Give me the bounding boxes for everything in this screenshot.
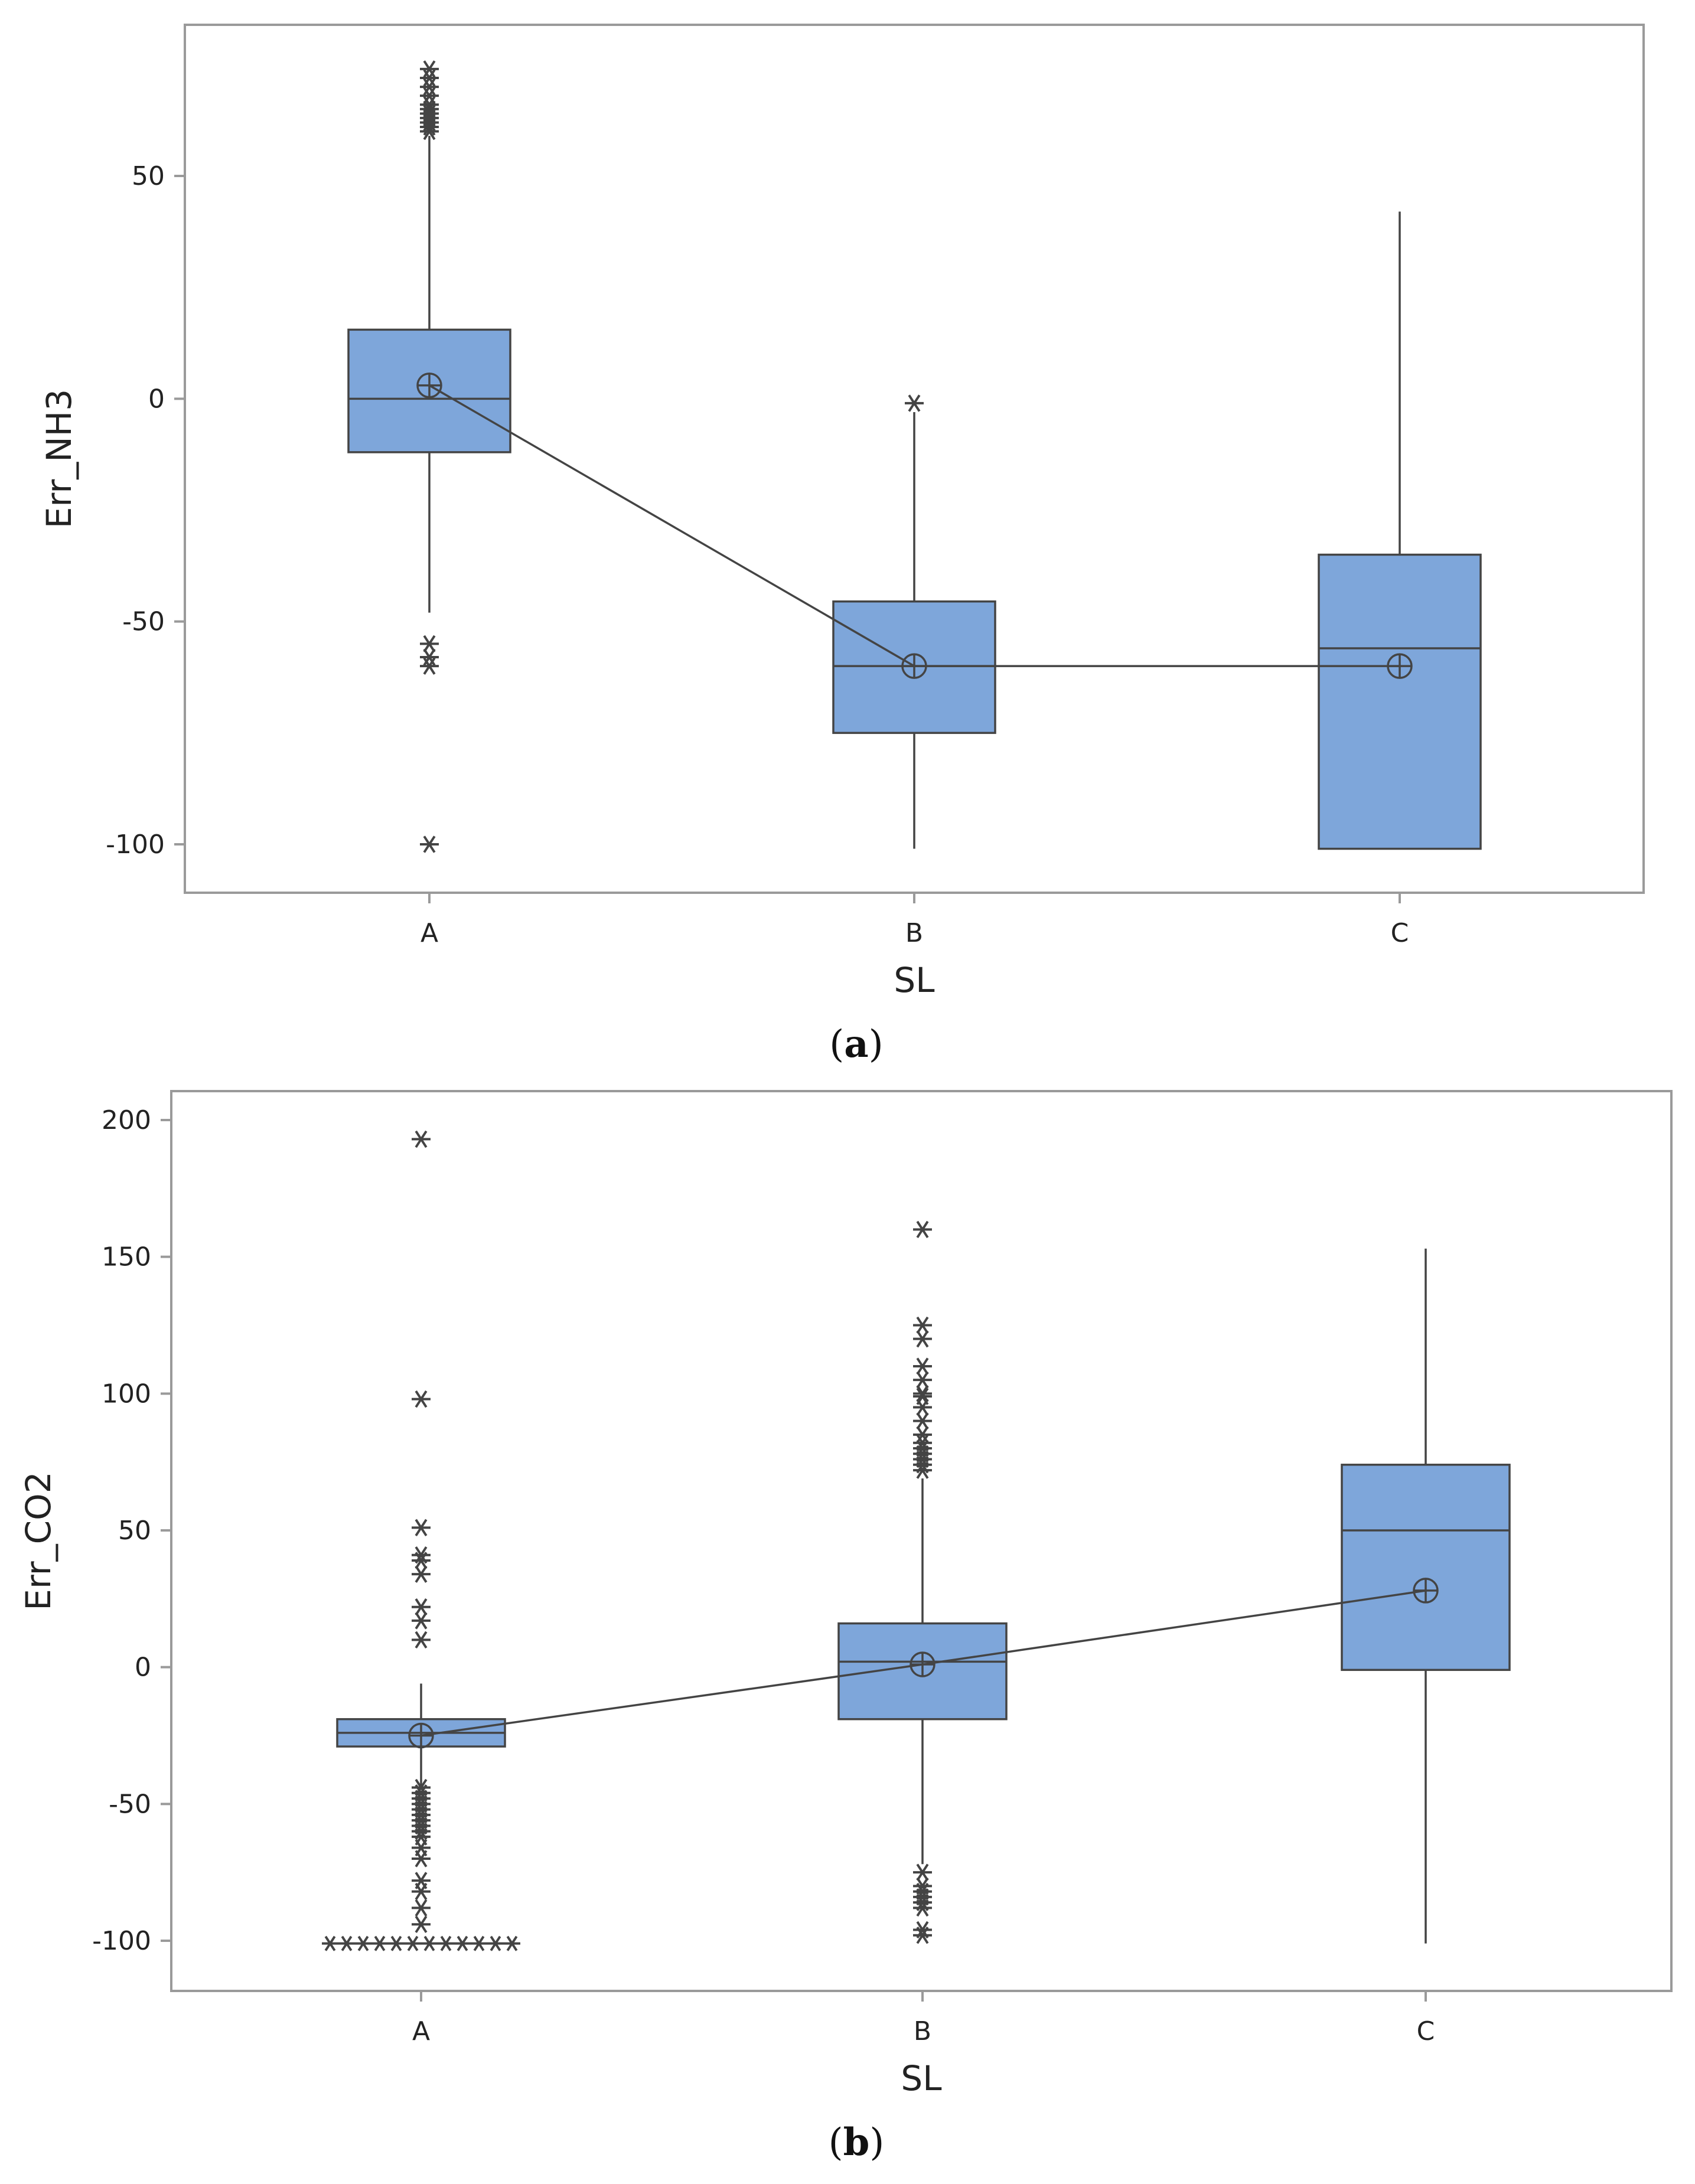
y-tick-label: 0 [148,384,165,414]
iqr-box [1318,553,1482,850]
outlier-point [420,657,439,675]
outlier-point [420,122,439,141]
outlier-point [913,1461,932,1479]
outlier-point [487,1935,504,1951]
outlier-point [438,1935,454,1951]
box-C [1318,211,1482,850]
outlier-point [412,1130,431,1148]
x-tick-label: A [412,2016,430,2046]
outlier-point [412,1598,431,1616]
mean-symbol [910,1651,935,1677]
x-tick-label: B [914,2016,931,2046]
x-axis-title: SL [894,960,934,1000]
outlier-point [913,1220,932,1239]
mean-symbol [416,372,442,399]
outlier-point [913,1371,932,1389]
outlier-point [405,1935,421,1951]
outlier-point [913,1412,932,1430]
outlier-point [338,1935,355,1951]
outlier-point [388,1935,405,1951]
x-tick-label: C [1417,2016,1435,2046]
iqr-box [1341,1464,1511,1672]
outlier-point [913,1899,932,1917]
y-tick-label: 200 [102,1105,151,1135]
y-tick-label: -100 [92,1926,151,1956]
panel-a: 50 0 -50 -100 A B C SL Err_NH3 (a) [39,24,1645,1066]
box-B [837,1220,1008,1944]
outlier-point [905,394,924,412]
panel-caption: (a) [829,1022,883,1066]
outlier-point [412,1390,431,1408]
outlier-point [454,1935,471,1951]
outlier-point [322,1935,338,1951]
outlier-point [412,1565,431,1583]
outlier-point [471,1935,487,1951]
x-tick-label: B [905,918,923,948]
x-axis-title: SL [901,2058,941,2098]
mean-symbol [1413,1578,1439,1604]
y-tick-label: -50 [109,1789,151,1819]
outlier-point [412,1915,431,1933]
outlier-point [371,1935,388,1951]
outlier-point [913,1426,932,1444]
x-tick-label: A [421,918,438,948]
outlier-point [420,635,439,653]
mean-symbol [408,1722,434,1749]
y-tick-label: 50 [118,1516,151,1546]
outlier-point [913,1357,932,1375]
y-tick-label: 50 [132,161,165,191]
outlier-point [913,1927,932,1944]
outlier-point [412,1899,431,1917]
outlier-point [412,1850,431,1868]
outlier-point [412,1612,431,1630]
panel-caption: (b) [829,2120,885,2165]
box-C [1341,1248,1511,1944]
outlier-point [913,1330,932,1348]
outlier-point [504,1935,520,1951]
outlier-point [420,835,439,853]
y-tick-label: 100 [102,1379,151,1409]
y-axis-title: Err_CO2 [18,1471,58,1610]
outlier-point [412,1552,431,1569]
y-tick-label: 0 [135,1653,151,1683]
outlier-point [412,1519,431,1537]
mean-symbol [901,653,927,679]
outlier-point [412,1882,431,1901]
outlier-point [913,1316,932,1334]
x-tick-label: C [1391,918,1409,948]
outlier-point [913,1863,932,1881]
y-axis-title: Err_NH3 [39,389,79,528]
panel-b: 200 150 100 50 0 -50 -100 A B C SL Err_CO2 (b) [18,1090,1673,2165]
y-tick-label: -100 [106,830,165,860]
y-tick-label: -50 [122,607,165,637]
outlier-point [355,1935,371,1951]
outlier-point [412,1631,431,1649]
outlier-point [913,1398,932,1416]
mean-symbol [1387,653,1413,679]
outlier-point [913,1385,932,1403]
y-tick-label: 150 [102,1242,151,1272]
outlier-point [421,1935,438,1951]
